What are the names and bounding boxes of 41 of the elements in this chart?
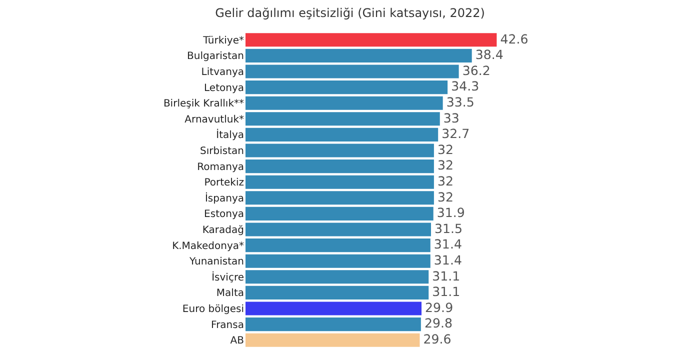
y-tick-label: Portekiz	[204, 178, 244, 189]
data-label: 31.1	[432, 284, 460, 300]
data-label: 38.4	[475, 47, 504, 62]
y-tick-label: Euro bölgesi	[182, 304, 244, 315]
data-label: 29.6	[423, 331, 452, 346]
y-tick-label: İtalya	[216, 128, 244, 142]
data-label: 33	[443, 110, 460, 126]
data-label: 33.5	[446, 94, 474, 110]
y-tick-label: Birleşik Krallık**	[163, 98, 244, 110]
y-tick-label: Bulgaristan	[187, 51, 244, 62]
data-label: 32.7	[442, 126, 470, 142]
data-label: 32	[437, 158, 454, 173]
data-label: 29.9	[425, 300, 454, 315]
y-tick-label: Karadağ	[202, 225, 244, 236]
data-label: 42.6	[500, 31, 528, 46]
y-tick-label: Yunanistan	[188, 256, 244, 268]
y-tick-label: AB	[230, 336, 244, 347]
data-label: 31.4	[434, 252, 462, 268]
data-label: 31.1	[432, 268, 460, 284]
y-tick-label: Fransa	[211, 320, 244, 331]
y-tick-label: Litvanya	[201, 67, 244, 78]
data-label: 29.8	[424, 316, 452, 331]
y-tick-label: İspanya	[204, 191, 244, 204]
y-tick-label: Estonya	[204, 209, 244, 220]
chart-title: Gelir dağılımı eşitsizliği (Gini katsayısı, 2022)	[215, 6, 485, 20]
data-label: 32	[437, 142, 454, 157]
y-tick-label: Arnavutluk*	[184, 114, 244, 126]
data-label: 36.2	[462, 62, 490, 78]
y-tick-label: Malta	[216, 288, 244, 300]
data-label: 32	[437, 173, 454, 188]
y-tick-label: K.Makedonya*	[172, 240, 244, 252]
y-tick-label: Letonya	[204, 82, 244, 94]
y-tick-label: Türkiye*	[202, 35, 244, 46]
data-label: 31.5	[434, 220, 463, 236]
y-tick-label: Romanya	[197, 162, 244, 173]
y-tick-label: İsviçre	[212, 270, 244, 284]
data-label: 32	[437, 189, 454, 204]
data-label: 34.3	[451, 78, 480, 94]
y-tick-label: Sırbistan	[200, 146, 244, 157]
data-label: 31.4	[434, 236, 462, 252]
data-label: 31.9	[436, 205, 465, 220]
